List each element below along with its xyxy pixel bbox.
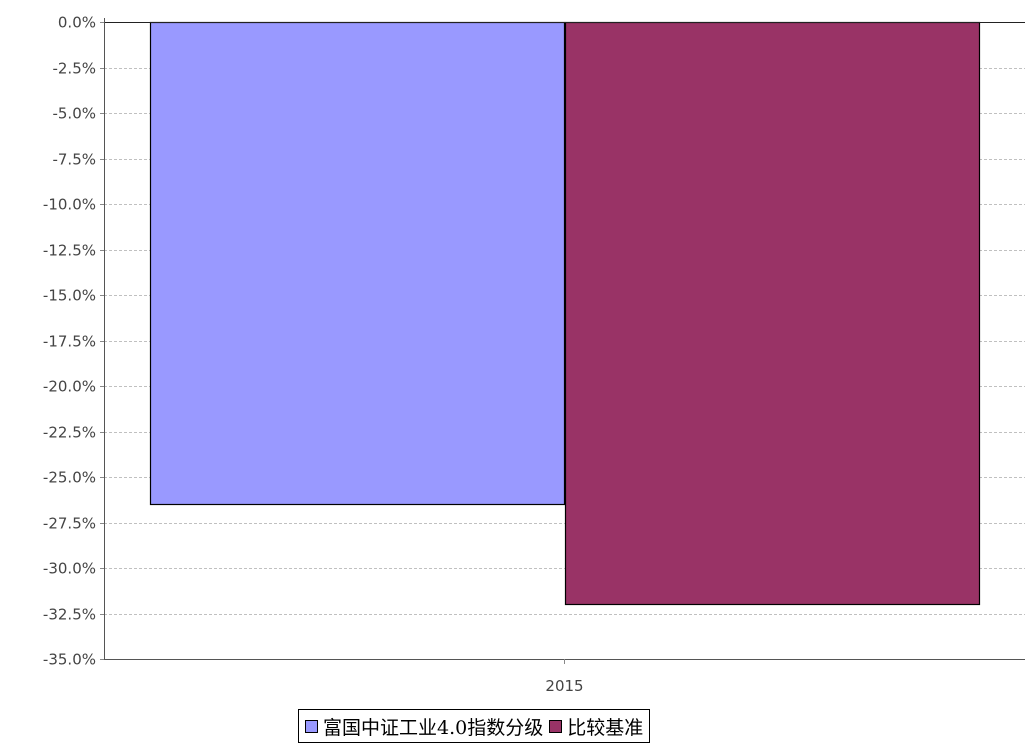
bars	[149, 21, 981, 606]
legend-label-benchmark: 比较基准	[567, 716, 644, 739]
y-tick-label: -20.0%	[43, 378, 96, 396]
y-tick-label: -17.5%	[43, 333, 96, 351]
y-tick-label: -12.5%	[43, 242, 96, 260]
x-axis-ticks: 2015	[545, 659, 584, 695]
y-tick-label: -32.5%	[43, 606, 96, 624]
y-tick-label: -30.0%	[43, 560, 96, 578]
legend-label-fund: 富国中证工业4.0指数分级	[323, 716, 544, 739]
legend: 富国中证工业4.0指数分级 比较基准	[298, 709, 651, 743]
y-tick-label: -2.5%	[52, 60, 96, 78]
y-axis-ticks: 0.0% -2.5% -5.0% -7.5% -10.0% -12.5% -15.0% -17…	[43, 14, 104, 669]
bar-fund	[149, 21, 566, 506]
y-tick-label: -25.0%	[43, 469, 96, 487]
legend-swatch-fund	[305, 719, 318, 733]
bar-benchmark	[564, 21, 981, 606]
y-tick-label: 0.0%	[58, 14, 96, 32]
y-tick-label: -10.0%	[43, 196, 96, 214]
y-tick-label: -5.0%	[52, 105, 96, 123]
x-tick-label: 2015	[545, 677, 583, 695]
y-tick-label: -15.0%	[43, 287, 96, 305]
legend-item-benchmark: 比较基准	[549, 713, 643, 740]
y-tick-label: -35.0%	[43, 651, 96, 669]
y-tick-label: -7.5%	[52, 151, 96, 169]
legend-swatch-benchmark	[549, 719, 563, 733]
legend-item-fund: 富国中证工业4.0指数分级	[305, 713, 543, 740]
y-tick-label: -22.5%	[43, 424, 96, 442]
y-tick-label: -27.5%	[43, 515, 96, 533]
